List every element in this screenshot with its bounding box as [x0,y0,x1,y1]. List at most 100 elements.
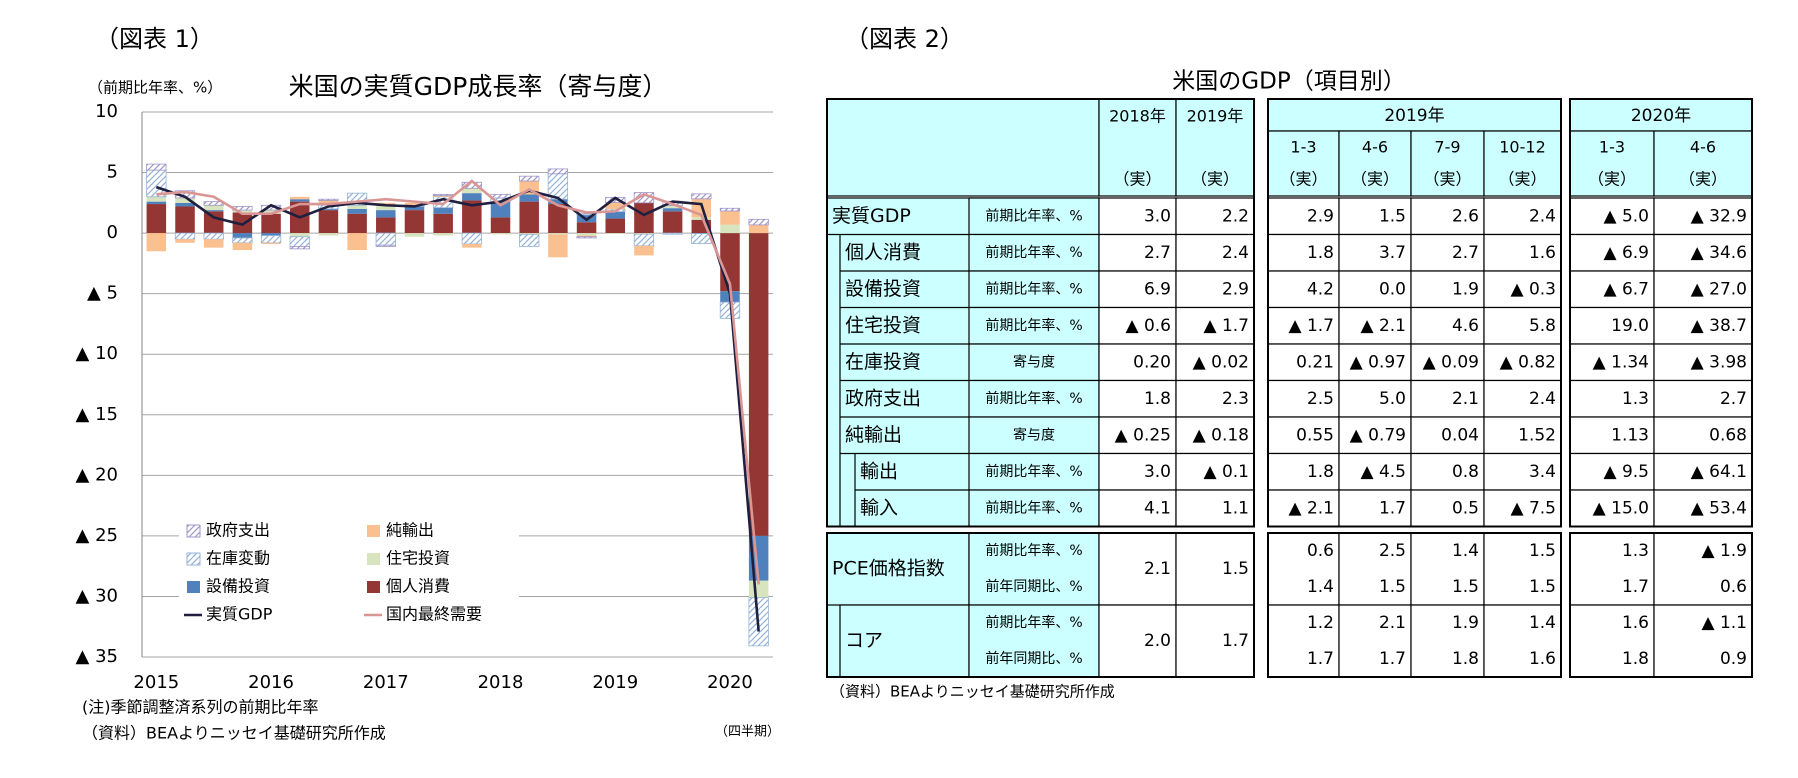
value: 1.7 [1622,577,1649,597]
bar [289,246,310,250]
row-label: コア [845,630,883,652]
unit-cell [968,197,1100,236]
bar [289,196,310,200]
value: 0.6 [1720,577,1747,597]
legend-label: 国内最終需要 [386,605,482,624]
bar [146,233,167,252]
column-header: 7-9 [1434,138,1460,157]
y-tick-label: ▲ 35 [76,646,118,667]
bar [461,232,482,245]
bar [634,245,654,256]
value: 3.4 [1529,462,1556,482]
unit-label: 前期比年率、% [985,317,1082,334]
value: ▲ 1.34 [1593,352,1649,372]
legend-swatch [186,524,201,538]
value: 2.2 [1222,206,1249,226]
value-cell [1267,532,1340,606]
bar [260,235,282,244]
bar [404,206,425,211]
header-cell [826,98,1100,197]
value-cell [1098,604,1177,678]
bar [490,193,511,199]
unit-label: 前期比年率、% [985,463,1082,480]
row-label: 実質GDP [832,205,911,227]
bar [318,208,339,211]
bar [605,218,626,234]
value-cell [1410,306,1485,345]
bar [203,210,224,212]
bar [547,168,569,175]
column-header: 2018年 [1109,107,1166,126]
bar [662,232,683,235]
value: 2.0 [1144,631,1171,651]
value-cell [1410,604,1485,678]
bar [462,244,482,248]
value: 1.6 [1622,613,1649,633]
unit-label: 前期比年率、% [985,614,1082,631]
bar [433,213,453,234]
value-cell [1175,233,1255,272]
value: 1.7 [1379,498,1406,518]
column-header: （実） [1679,170,1727,189]
value: 5.0 [1379,389,1406,409]
row-label: 設備投資 [845,278,921,300]
value: 1.8 [1622,649,1649,669]
value-cell [1098,270,1177,309]
unit-label: 前年同期比、% [985,650,1082,667]
value-cell [1338,532,1412,606]
legend-label: 設備投資 [206,577,270,596]
bar [232,210,253,213]
value-cell [1410,270,1485,309]
value: 1.5 [1379,206,1406,226]
value: 2.6 [1452,206,1479,226]
unit-label: 前期比年率、% [985,499,1082,516]
bar [519,201,539,234]
bar [232,212,253,234]
x-tick-label: 2019 [592,672,638,693]
value: 5.8 [1529,316,1556,336]
bar [146,204,167,234]
bar [691,233,712,244]
bar [404,233,425,237]
value: ▲ 32.9 [1691,206,1747,226]
bar [433,207,453,214]
column-header: （実） [1498,170,1546,189]
bar [748,218,769,226]
value: 2.5 [1307,389,1334,409]
legend-swatch [187,581,200,593]
legend-box [179,519,519,628]
bar [175,206,195,234]
unit-cell [968,604,1100,678]
y-tick-label: ▲ 10 [76,343,118,364]
bar [490,201,511,218]
x-tick-label: 2016 [248,672,294,693]
value: ▲ 38.7 [1691,316,1747,336]
unit-label: 寄与度 [1013,353,1055,370]
bar [232,242,253,251]
value: 1.7 [1379,649,1406,669]
value-cell [1483,604,1562,678]
value: 2.9 [1307,206,1334,226]
bar [548,199,568,205]
value-cell [1569,270,1655,309]
header-cell [1338,130,1412,197]
value: ▲ 4.5 [1360,462,1406,482]
value: 2.9 [1222,279,1249,299]
value: ▲ 0.3 [1510,279,1556,299]
value: 1.5 [1529,541,1556,561]
column-header: （実） [1423,170,1471,189]
y-tick-label: 5 [107,162,118,183]
bar [232,237,253,244]
value: ▲ 6.7 [1603,279,1649,299]
value: 3.7 [1379,243,1406,263]
source: （資料）BEAよりニッセイ基礎研究所作成 [82,724,386,743]
value: 1.1 [1222,498,1249,518]
bar [146,196,167,202]
value-cell [1569,489,1655,528]
unit-label: 前期比年率、% [985,244,1082,261]
value: ▲ 7.5 [1510,498,1556,518]
column-header: 2019年 [1187,107,1244,126]
bar [462,188,482,194]
value: 2.5 [1379,541,1406,561]
